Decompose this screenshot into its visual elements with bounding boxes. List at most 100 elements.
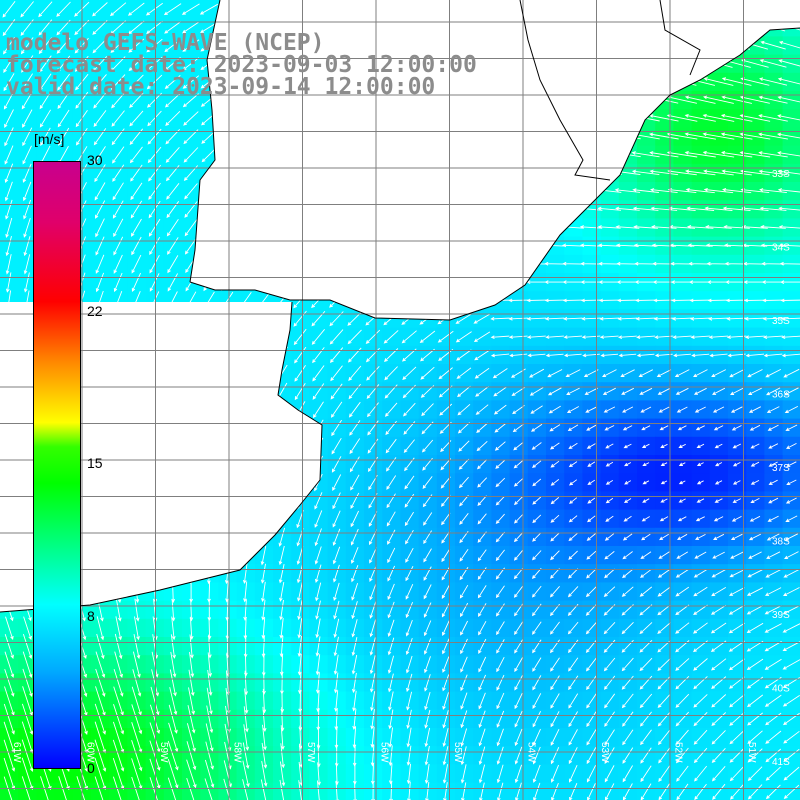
wind-arrow	[114, 651, 123, 678]
wind-arrow	[703, 77, 734, 86]
wind-arrow	[747, 694, 764, 708]
wind-arrow	[784, 533, 799, 541]
wind-arrow	[714, 480, 723, 485]
wind-arrow	[474, 349, 490, 361]
wind-arrow	[722, 187, 752, 194]
wind-arrow	[767, 424, 779, 431]
wind-arrow	[184, 219, 198, 237]
wind-arrow	[423, 638, 432, 655]
wind-arrow	[94, 757, 107, 791]
wind-arrow	[243, 581, 248, 603]
wind-arrow	[350, 474, 360, 491]
wind-arrow	[711, 766, 726, 782]
wind-arrow	[477, 549, 487, 562]
wind-arrow	[780, 298, 800, 303]
wind-arrow	[189, 616, 194, 640]
wind-arrow	[495, 585, 505, 599]
wind-arrow	[223, 778, 231, 800]
wind-arrow	[684, 132, 716, 140]
wind-arrow	[713, 425, 724, 431]
wind-arrow	[131, 254, 142, 274]
wind-arrow	[366, 365, 380, 381]
longitude-label: 58W	[232, 742, 243, 763]
wind-arrow	[605, 515, 614, 522]
wind-arrow	[296, 546, 304, 565]
wind-arrow	[686, 224, 714, 229]
wind-arrow	[562, 280, 583, 284]
wind-arrow	[494, 441, 506, 451]
wind-arrow	[130, 218, 142, 237]
wind-arrow	[768, 443, 779, 449]
wind-arrow	[781, 335, 800, 340]
wind-arrow	[642, 462, 650, 467]
wind-arrow	[678, 480, 686, 485]
wind-arrow	[597, 225, 621, 229]
wind-arrow	[279, 582, 285, 602]
wind-arrow	[732, 443, 742, 449]
wind-arrow	[110, 20, 126, 35]
wind-arrow	[331, 437, 342, 455]
wind-arrow	[696, 462, 704, 467]
wind-arrow	[21, 757, 34, 791]
wind-arrow	[693, 747, 708, 764]
wind-arrow	[279, 599, 284, 621]
wind-arrow	[693, 622, 708, 634]
wind-arrow	[703, 169, 734, 176]
wind-arrow	[767, 515, 779, 522]
wind-arrow	[262, 724, 267, 751]
wind-arrow	[331, 419, 342, 437]
wind-arrow	[603, 406, 616, 413]
wind-arrow	[387, 565, 396, 582]
wind-arrow	[675, 729, 689, 745]
wind-arrow	[496, 710, 505, 728]
wind-arrow	[351, 583, 359, 601]
wind-arrow	[39, 109, 51, 128]
wind-arrow	[562, 261, 584, 266]
wind-arrow	[261, 599, 266, 621]
wind-arrow	[658, 747, 671, 764]
wind-arrow	[492, 368, 508, 379]
wind-arrow	[419, 330, 436, 344]
wind-arrow	[490, 353, 510, 358]
wind-arrow	[352, 708, 357, 730]
wind-arrow	[111, 110, 125, 127]
wind-arrow	[129, 146, 143, 164]
wind-arrow	[605, 461, 614, 467]
wind-arrow	[764, 605, 782, 615]
wind-arrow	[586, 533, 596, 541]
wind-arrow	[785, 497, 797, 504]
wind-arrow	[3, 91, 15, 110]
wind-arrow	[458, 476, 469, 489]
colorbar	[33, 161, 81, 769]
wind-arrow	[568, 657, 579, 672]
wind-arrow	[261, 635, 266, 658]
wind-arrow	[460, 638, 468, 655]
wind-arrow	[686, 206, 715, 211]
wind-arrow	[721, 150, 753, 158]
wind-arrow	[129, 110, 144, 127]
wind-arrow	[460, 746, 467, 766]
wind-arrow	[478, 710, 486, 729]
wind-arrow	[564, 353, 582, 358]
wind-arrow	[332, 474, 342, 491]
wind-arrow	[199, 3, 219, 15]
wind-arrow	[478, 674, 487, 692]
wind-arrow	[459, 513, 469, 525]
wind-arrow	[95, 200, 106, 219]
wind-arrow	[317, 762, 321, 786]
wind-arrow	[657, 387, 671, 395]
wind-arrow	[332, 546, 341, 565]
wind-arrow	[478, 656, 487, 673]
wind-arrow	[95, 254, 105, 274]
wind-arrow	[182, 93, 199, 108]
wind-arrow	[332, 528, 341, 546]
wind-arrow	[495, 459, 506, 469]
wind-arrow	[149, 254, 160, 274]
wind-arrow	[497, 782, 504, 800]
wind-arrow	[165, 110, 181, 127]
wind-arrow	[656, 369, 672, 377]
wind-arrow	[133, 634, 141, 660]
wind-arrow	[206, 705, 214, 734]
wind-arrow	[584, 387, 598, 395]
wind-arrow	[403, 402, 416, 417]
